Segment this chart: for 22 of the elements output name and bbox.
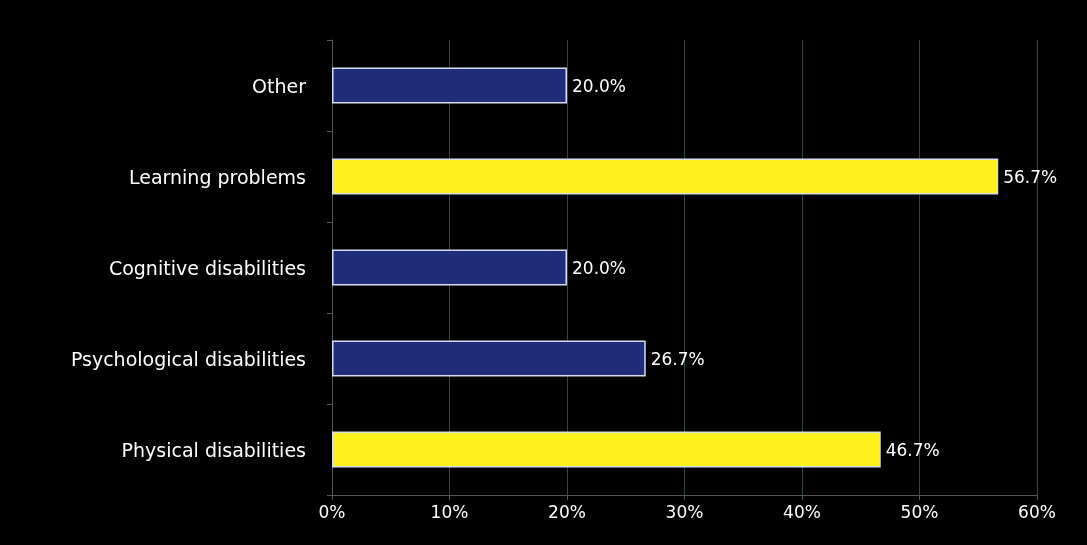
data-label: 20.0%: [572, 75, 627, 96]
x-tick-label: 50%: [900, 501, 939, 522]
bar: [332, 67, 567, 104]
bar: [332, 158, 999, 195]
data-label: 20.0%: [572, 257, 627, 278]
y-tick-label: Psychological disabilities: [70, 347, 306, 370]
bar: [332, 340, 646, 377]
x-tick-label: 40%: [783, 501, 821, 522]
x-tick-label: 30%: [665, 501, 704, 522]
y-tick-label: Other: [252, 74, 307, 97]
x-tick-label: 10%: [430, 501, 469, 522]
y-tick-label: Learning problems: [128, 165, 306, 188]
y-tick-label: Cognitive disabilities: [108, 256, 306, 279]
x-tick-label: 0%: [318, 501, 346, 522]
data-label: 46.7%: [885, 439, 940, 460]
data-label: 56.7%: [1003, 166, 1058, 187]
data-label: 26.7%: [650, 348, 705, 369]
x-tick-label: 60%: [1018, 501, 1056, 522]
y-tick-label: Physical disabilities: [121, 438, 306, 461]
bar: [332, 249, 567, 286]
bar: [332, 431, 881, 468]
x-tick-label: 20%: [548, 501, 586, 522]
